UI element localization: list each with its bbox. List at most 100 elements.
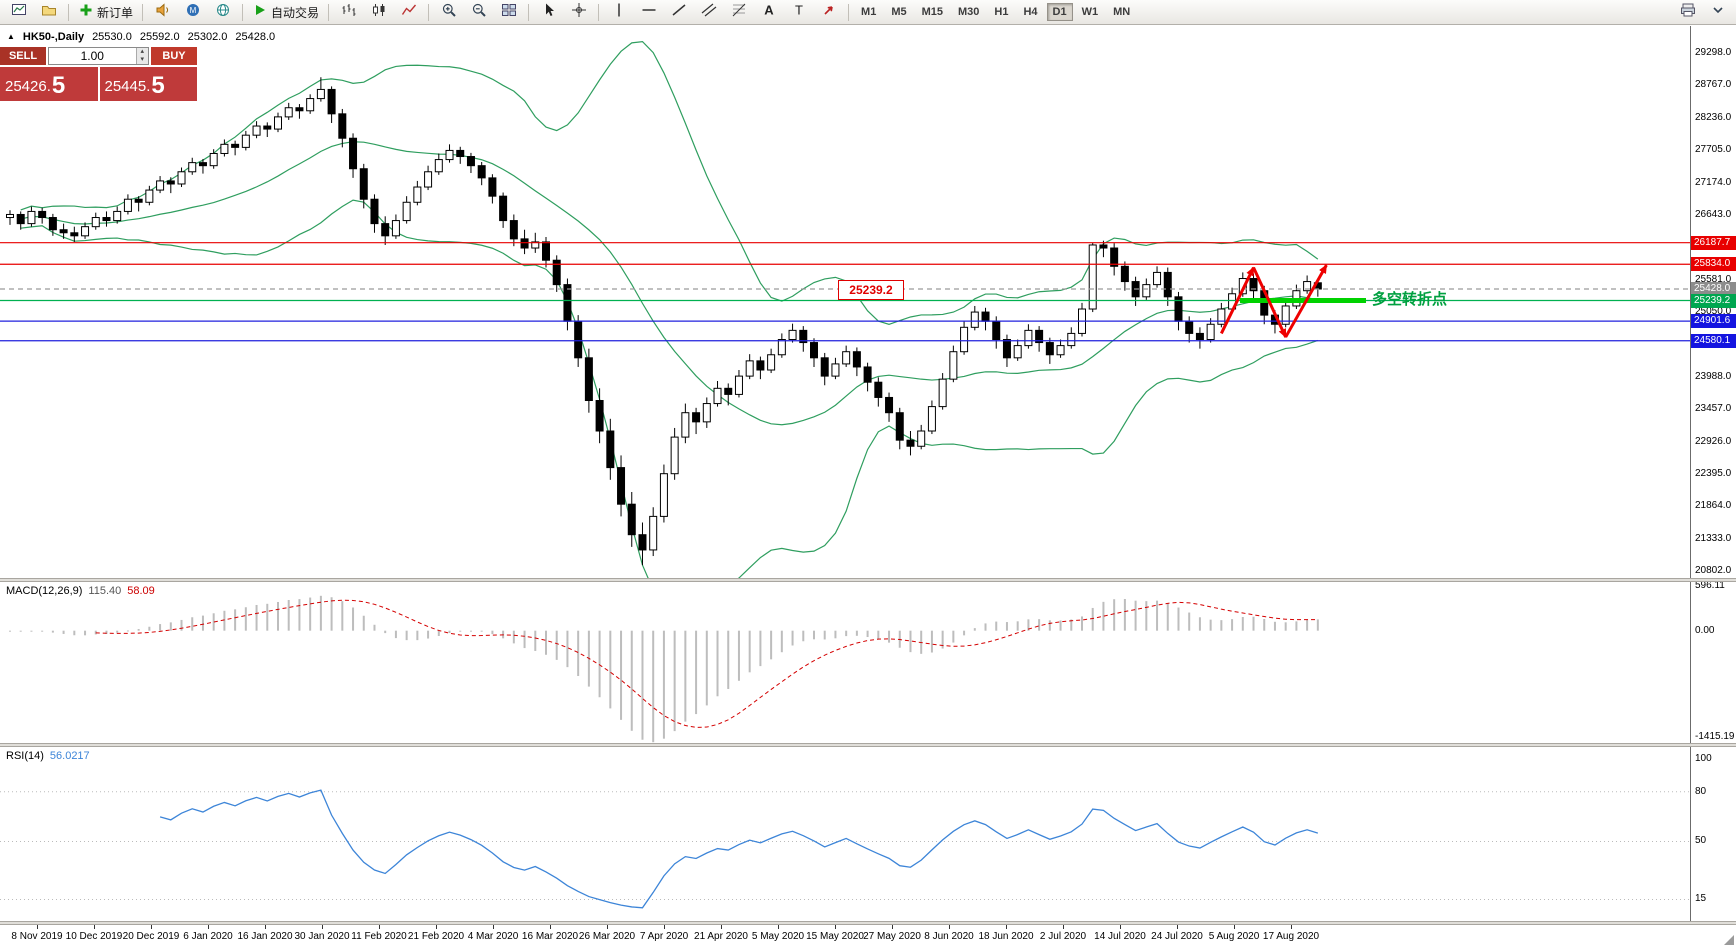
resize-grip[interactable] — [1724, 935, 1734, 945]
date-tick — [379, 925, 380, 929]
buy-button[interactable]: BUY — [151, 47, 197, 65]
ohlc-high: 25592.0 — [139, 31, 180, 43]
text-tool-button[interactable]: A — [754, 1, 783, 24]
date-label: 5 Aug 2020 — [1208, 931, 1260, 942]
sell-price: 25426. — [5, 78, 51, 95]
macd-signal-value: 58.09 — [127, 585, 155, 597]
macd-panel[interactable] — [0, 582, 1690, 743]
arrows-tool-button[interactable] — [814, 1, 843, 24]
mq-icon: M — [185, 2, 201, 23]
vertical-line-tool-button[interactable] — [604, 1, 633, 24]
zigzag-arrow[interactable] — [1220, 266, 1255, 335]
toolbar-separator — [68, 3, 69, 21]
trendline-tool-button[interactable] — [664, 1, 693, 24]
volume-input[interactable] — [49, 48, 136, 64]
market-info-button[interactable] — [208, 1, 237, 24]
date-tick — [1006, 925, 1007, 929]
window-menu-button[interactable] — [1703, 1, 1732, 24]
zigzag-arrow[interactable] — [1252, 266, 1288, 338]
date-axis[interactable]: 8 Nov 2019 10 Dec 2019 20 Dec 2019 6 Jan 20… — [0, 925, 1736, 947]
rsi-panel[interactable] — [0, 747, 1690, 921]
chart-profiles-button[interactable] — [34, 1, 63, 24]
crosshair-tool-button[interactable] — [564, 1, 593, 24]
print-button[interactable] — [1673, 1, 1702, 24]
collapse-widget-icon[interactable]: ▲ — [7, 32, 15, 41]
cursor-tool-button[interactable] — [534, 1, 563, 24]
timeframe-w1-button[interactable]: W1 — [1081, 6, 1099, 18]
date-label: 6 Jan 2020 — [183, 931, 233, 942]
volume-up-button[interactable]: ▴ — [136, 48, 148, 56]
horizontal-line-tool-button[interactable] — [634, 1, 663, 24]
ohlc-low: 25302.0 — [187, 31, 228, 43]
linechart-icon — [401, 2, 417, 23]
new-order-label: 新订单 — [97, 5, 134, 20]
globe-icon — [215, 2, 231, 23]
date-tick — [778, 925, 779, 929]
date-label: 14 Jul 2020 — [1094, 931, 1146, 942]
buy-price-display[interactable]: 25445. 5 — [99, 67, 197, 101]
timeframe-m30-button[interactable]: M30 — [958, 6, 980, 18]
fibonacci-tool-button[interactable] — [724, 1, 753, 24]
sell-button[interactable]: SELL — [0, 47, 46, 65]
auto-trading-button[interactable]: 自动交易 — [248, 1, 323, 24]
price-axis-label: 23988.0 — [1695, 370, 1732, 382]
line-chart-mode-button[interactable] — [394, 1, 423, 24]
date-tick — [1177, 925, 1178, 929]
channel-tool-button[interactable] — [694, 1, 723, 24]
date-label: 27 May 2020 — [863, 931, 921, 942]
date-tick — [1063, 925, 1064, 929]
bollinger-middle-band — [20, 141, 1318, 426]
timeframe-h1-button[interactable]: H1 — [994, 6, 1009, 18]
alerts-button[interactable] — [148, 1, 177, 24]
timeframe-d1-button[interactable]: D1 — [1046, 3, 1073, 21]
date-tick — [949, 925, 950, 929]
price-callout-box[interactable]: 25239.2 — [838, 279, 904, 300]
toolbar-separator — [242, 3, 244, 21]
panel-separator[interactable] — [0, 578, 1736, 582]
rsi-axis-label: 50 — [1695, 835, 1707, 847]
price-axis-label: 23457.0 — [1695, 403, 1732, 415]
timeframe-m5-button[interactable]: M5 — [891, 6, 907, 18]
zigzag-arrow[interactable] — [1284, 264, 1328, 338]
panel-separator[interactable] — [0, 921, 1736, 925]
price-axis-label: 28767.0 — [1695, 79, 1732, 91]
timeframe-m15-button[interactable]: M15 — [921, 6, 943, 18]
turning-point-note[interactable]: 多空转折点 — [1372, 290, 1448, 308]
date-label: 16 Jan 2020 — [237, 931, 293, 942]
cursor-icon — [541, 2, 557, 23]
main-chart[interactable] — [0, 26, 1690, 578]
macd-histogram — [9, 595, 1319, 743]
date-tick — [550, 925, 551, 929]
sell-price-big-digit: 5 — [51, 72, 66, 99]
one-click-trading-widget: SELL ▴ ▾ BUY 25426.5 25445.5 — [0, 47, 197, 101]
volume-spinner[interactable]: ▴ ▾ — [135, 48, 148, 64]
sell-price-display[interactable]: 25426. 5 — [0, 67, 98, 101]
price-tag-24901.6: 24901.6 — [1691, 314, 1736, 329]
new-order-button[interactable]: 新订单 — [74, 1, 137, 24]
date-label: 16 Mar 2020 — [521, 931, 579, 942]
rsi-value: 56.0217 — [49, 750, 90, 762]
timeframe-h4-button[interactable]: H4 — [1023, 6, 1038, 18]
candlestick-mode-button[interactable] — [364, 1, 393, 24]
date-label: 5 May 2020 — [751, 931, 805, 942]
volume-down-button[interactable]: ▾ — [136, 56, 148, 64]
print-icon — [1680, 2, 1696, 23]
price-tag-25239.2: 25239.2 — [1691, 293, 1736, 308]
date-label: 8 Jun 2020 — [924, 931, 974, 942]
zoom-out-button[interactable] — [464, 1, 493, 24]
macd-axis-label: -1415.19 — [1695, 730, 1735, 742]
symbol-timeframe: HK50-,Daily — [22, 31, 85, 43]
zoomout-icon — [471, 2, 487, 23]
rsi-axis-label: 100 — [1695, 752, 1712, 764]
metaquotes-community-button[interactable]: M — [178, 1, 207, 24]
charts-button[interactable] — [4, 1, 33, 24]
label-tool-button[interactable]: T — [784, 1, 813, 24]
panel-separator[interactable] — [0, 743, 1736, 747]
bar-chart-mode-button[interactable] — [334, 1, 363, 24]
zoom-in-button[interactable] — [434, 1, 463, 24]
tile-windows-button[interactable] — [494, 1, 523, 24]
volume-field[interactable]: ▴ ▾ — [48, 47, 149, 65]
timeframe-mn-button[interactable]: MN — [1113, 6, 1131, 18]
timeframe-m1-button[interactable]: M1 — [861, 6, 877, 18]
